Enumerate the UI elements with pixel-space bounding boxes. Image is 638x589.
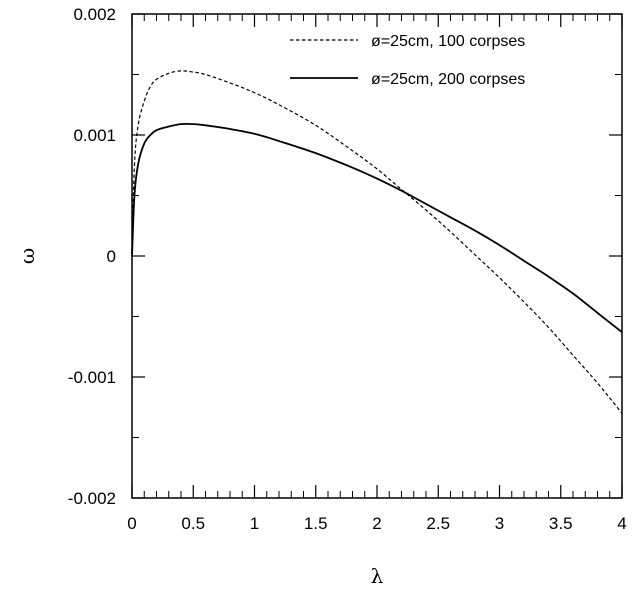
x-tick-label: 4 — [617, 514, 626, 533]
axes: 0 0.5 1 1.5 2 2.5 3 3.5 4 0.002 0.001 0 -0.001 -0.002… — [15, 5, 627, 588]
x-axis-title: λ — [371, 564, 384, 588]
x-tick-label: 2 — [372, 514, 381, 533]
x-tick-label: 0.5 — [181, 514, 205, 533]
series-lines — [131, 70, 623, 414]
y-tick-label: -0.002 — [68, 489, 116, 508]
x-tick-label: 1 — [250, 514, 259, 533]
legend: ø=25cm, 100 corpses ø=25cm, 200 corpses — [290, 33, 525, 88]
legend-label-2: ø=25cm, 200 corpses — [371, 71, 525, 88]
legend-label-1: ø=25cm, 100 corpses — [371, 33, 525, 50]
y-axis-title: ω — [15, 248, 39, 264]
x-tick-label: 3 — [495, 514, 504, 533]
x-tick-label: 1.5 — [304, 514, 328, 533]
y-tick-label: 0 — [107, 247, 116, 266]
series-line-2 — [131, 122, 623, 333]
y-tick-label: 0.001 — [73, 126, 116, 145]
y-tick-label: 0.002 — [73, 5, 116, 24]
x-tick-label: 0 — [127, 514, 136, 533]
y-tick-label: -0.001 — [68, 368, 116, 387]
series-line-1 — [131, 70, 623, 414]
x-tick-label: 3.5 — [549, 514, 573, 533]
x-tick-label: 2.5 — [426, 514, 450, 533]
